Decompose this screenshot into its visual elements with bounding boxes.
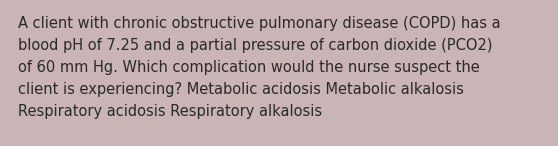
- Text: client is experiencing? Metabolic acidosis Metabolic alkalosis: client is experiencing? Metabolic acidos…: [18, 82, 464, 97]
- Text: blood pH of 7.25 and a partial pressure of carbon dioxide (PCO2): blood pH of 7.25 and a partial pressure …: [18, 38, 493, 53]
- Text: A client with chronic obstructive pulmonary disease (COPD) has a: A client with chronic obstructive pulmon…: [18, 16, 501, 31]
- Text: Respiratory acidosis Respiratory alkalosis: Respiratory acidosis Respiratory alkalos…: [18, 104, 322, 119]
- Text: of 60 mm Hg. Which complication would the nurse suspect the: of 60 mm Hg. Which complication would th…: [18, 60, 480, 75]
